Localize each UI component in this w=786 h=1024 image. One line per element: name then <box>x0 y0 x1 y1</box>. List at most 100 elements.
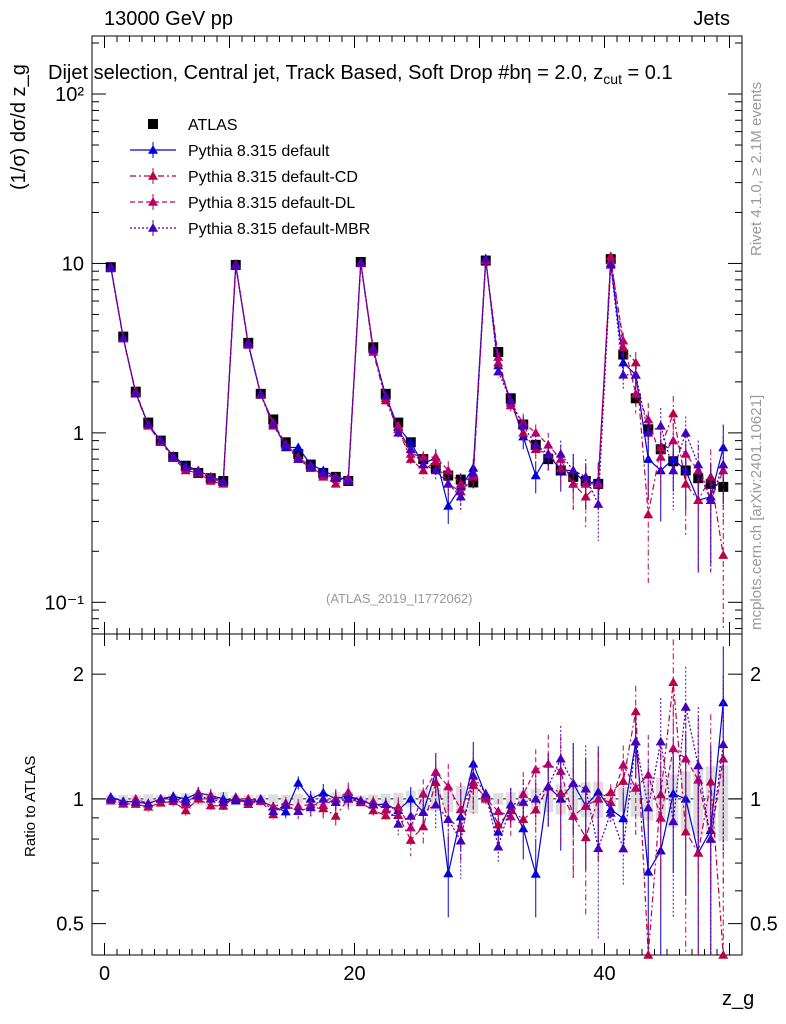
ratio-point-mbr <box>405 811 416 820</box>
ratio-series-mbr <box>105 666 729 955</box>
data-point-dl <box>393 420 404 430</box>
ratio-point-mbr <box>343 793 354 803</box>
energy-label: 13000 GeV pp <box>104 8 233 30</box>
data-point-cd <box>555 463 566 472</box>
ratio-point-dl <box>455 804 466 814</box>
ratio-y-tick-label: 2 <box>73 664 84 686</box>
ratio-point-dl <box>518 789 529 798</box>
ratio-point-mbr <box>330 797 341 806</box>
data-point-mbr <box>668 465 679 475</box>
data-point-mbr <box>443 478 454 488</box>
ratio-point-dl <box>605 797 616 807</box>
ratio-point-dl <box>530 764 541 774</box>
data-point-mbr <box>305 463 316 472</box>
ratio-point-mbr <box>568 778 579 787</box>
ratio-point-default <box>405 793 416 803</box>
data-point-mbr <box>393 427 404 437</box>
mcplots-label: mcplots.cern.ch [arXiv:2401.10621] <box>748 394 765 630</box>
data-point-dl <box>505 400 516 410</box>
data-point-mbr <box>118 332 129 342</box>
ratio-y-axis-label: Ratio to ATLAS <box>22 755 39 857</box>
ratio-point-mbr <box>680 701 691 711</box>
data-point-default <box>405 437 416 447</box>
data-point-mbr <box>130 387 141 397</box>
legend-marker <box>148 145 158 154</box>
ratio-point-default <box>318 787 329 797</box>
series-cd <box>105 251 729 629</box>
data-point-mbr <box>593 499 604 508</box>
ratio-series-dl <box>105 685 729 955</box>
ratio-point-mbr <box>305 802 316 812</box>
ratio-point-mbr <box>593 843 604 853</box>
data-point-mbr <box>480 253 491 263</box>
data-point-dl <box>418 452 429 461</box>
ratio-y-tick-label-right: 1 <box>750 789 761 811</box>
ratio-series-atlas <box>105 764 729 841</box>
ratio-point-mbr <box>393 819 404 828</box>
legend-marker <box>148 223 158 232</box>
data-point-dl <box>455 478 466 488</box>
ratio-point-default <box>655 845 666 855</box>
series-atlas <box>105 254 729 505</box>
ratio-line-mbr <box>110 706 724 851</box>
data-point-mbr <box>355 257 366 267</box>
ratio-point-mbr <box>168 793 179 803</box>
ratio-point-default <box>293 777 304 787</box>
ratio-point-dl <box>430 766 441 776</box>
legend-label: ATLAS <box>188 117 238 134</box>
rivet-label: Rivet 4.1.0, ≥ 2.1M events <box>748 81 765 256</box>
data-point-mbr <box>680 427 691 437</box>
ratio-point-dl <box>655 812 666 822</box>
data-point-mbr <box>543 449 554 458</box>
legend-label: Pythia 8.315 default-CD <box>188 169 358 186</box>
ratio-point-mbr <box>618 843 629 853</box>
ratio-atlas-band <box>718 764 729 841</box>
data-point-mbr <box>605 259 616 269</box>
data-point-dl <box>493 352 504 361</box>
data-point-mbr <box>268 419 279 429</box>
ratio-point-mbr <box>368 799 379 809</box>
ratio-point-mbr <box>205 793 216 803</box>
ratio-line-cd <box>110 682 724 956</box>
data-point-mbr <box>380 391 391 400</box>
ratio-point-dl <box>493 806 504 816</box>
x-tick-label: 40 <box>593 963 615 985</box>
data-point-mbr <box>330 473 341 482</box>
data-point-default <box>718 442 729 452</box>
ratio-point-default <box>618 813 629 823</box>
ratio-point-mbr <box>668 816 679 826</box>
ratio-point-cd <box>605 787 616 796</box>
y-axis-label: (1/σ) dσ/d z_g <box>8 64 31 190</box>
data-point-mbr <box>643 427 654 437</box>
ratio-point-cd <box>718 950 729 959</box>
plot-title-main: Dijet selection, Central jet, Track Base… <box>48 62 521 84</box>
data-point-mbr <box>655 420 666 430</box>
data-point-mbr <box>530 439 541 449</box>
ratio-point-mbr <box>693 760 704 770</box>
y-tick-label: 1 <box>73 423 84 445</box>
data-point-mbr <box>205 473 216 482</box>
data-point-mbr <box>705 495 716 505</box>
data-point-dl <box>618 335 629 345</box>
plot-title-end: = 0.1 <box>621 62 673 84</box>
ratio-y-tick-label-right: 2 <box>750 664 761 686</box>
ratio-point-cd <box>330 811 341 820</box>
legend-label: Pythia 8.315 default-MBR <box>188 221 370 238</box>
data-point-mbr <box>493 366 504 376</box>
ratio-point-mbr <box>493 841 504 851</box>
ratio-point-mbr <box>218 797 229 807</box>
legend-marker <box>148 197 158 206</box>
data-point-cd <box>718 550 729 559</box>
legend-label: Pythia 8.315 default-DL <box>188 195 355 212</box>
data-series <box>105 251 729 629</box>
ratio-point-mbr <box>630 736 641 746</box>
legend-label: Pythia 8.315 default <box>188 143 330 160</box>
data-point-mbr <box>618 369 629 379</box>
data-point-mbr <box>555 449 566 458</box>
ratio-point-dl <box>418 788 429 798</box>
ratio-point-cd <box>580 832 591 842</box>
data-point-cd <box>418 465 429 475</box>
ratio-point-cd <box>643 950 654 959</box>
ratio-point-mbr <box>555 753 566 763</box>
